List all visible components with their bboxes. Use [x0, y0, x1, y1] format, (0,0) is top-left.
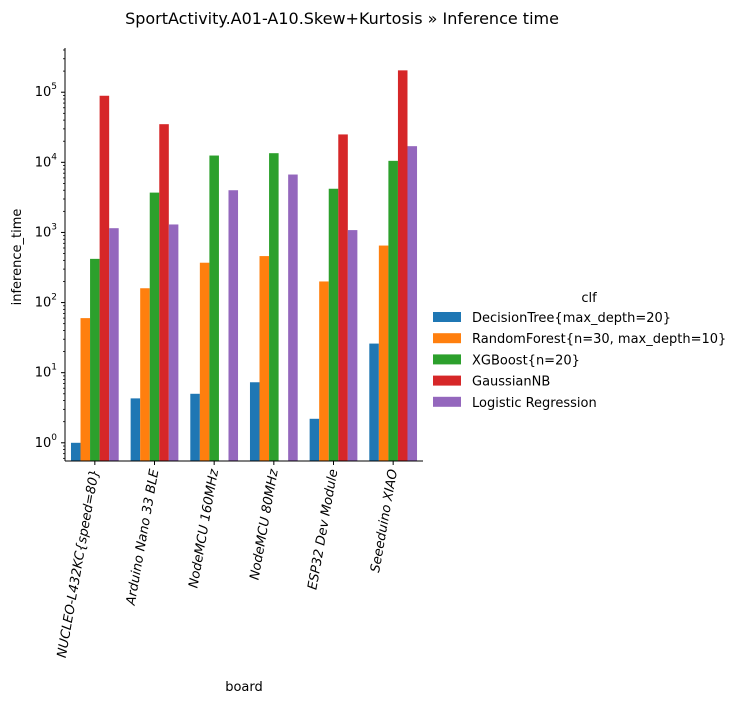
bar-2-2: [209, 155, 219, 462]
bar-3-1: [159, 124, 169, 462]
x-axis-label: board: [225, 680, 263, 695]
bar-4-0: [109, 228, 119, 461]
y-tick-label: 101: [35, 363, 57, 381]
bar-1-3: [259, 256, 270, 461]
bar-2-0: [90, 258, 100, 461]
bar-1-1: [140, 288, 150, 461]
bar-0-5: [369, 343, 379, 461]
bar-1-5: [378, 245, 389, 461]
legend-title: clf: [581, 291, 597, 306]
legend-swatch: [433, 354, 461, 365]
bar-1-4: [319, 281, 329, 461]
bar-4-5: [407, 146, 418, 462]
bar-4-4: [347, 230, 358, 461]
bar-4-1: [168, 224, 179, 461]
x-tick-label: ESP32 Dev Module: [305, 468, 341, 591]
y-tick-label: 105: [35, 82, 57, 100]
y-tick-label: 104: [35, 152, 58, 170]
bar-4-3: [288, 174, 298, 461]
bar-2-1: [149, 192, 160, 462]
bars-group: [70, 70, 418, 462]
y-axis-label: inference_time: [10, 209, 25, 306]
x-tick-label: Seeeduino XIAO: [368, 468, 401, 574]
y-ticks: 100 101 102 103 104 105: [35, 49, 65, 459]
bar-2-5: [388, 160, 398, 461]
x-tick-label: NodeMCU 80MHz: [248, 467, 282, 581]
bar-3-5: [397, 70, 408, 462]
legend-swatch: [433, 312, 461, 322]
bar-0-4: [309, 418, 320, 461]
chart-title: SportActivity.A01-A10.Skew+Kurtosis » In…: [125, 9, 559, 28]
legend-swatch: [433, 396, 461, 407]
legend-label: Logistic Regression: [472, 396, 597, 411]
legend-swatch: [433, 333, 461, 344]
legend-label: XGBoost{n=20}: [472, 353, 580, 368]
y-tick-label: 102: [35, 293, 57, 311]
legend-swatch: [433, 375, 461, 386]
axes-group: [64, 48, 423, 462]
legend-label: RandomForest{n=30, max_depth=10}: [472, 332, 726, 347]
legend: clf DecisionTree{max_depth=20} RandomFore…: [433, 291, 726, 411]
bar-1-0: [80, 318, 91, 461]
bar-0-2: [190, 393, 200, 461]
bar-0-3: [249, 382, 260, 461]
bar-2-4: [328, 188, 339, 461]
x-tick-label: Arduino Nano 33 BLE: [124, 467, 163, 607]
x-ticks: NUCLEO-L432KC{speed=80} Arduino Nano 33 B…: [55, 461, 401, 659]
x-tick-label: NodeMCU 160MHz: [186, 467, 222, 589]
bar-0-1: [130, 398, 141, 461]
bar-2-3: [269, 153, 279, 461]
legend-label: DecisionTree{max_depth=20}: [472, 311, 671, 326]
bar-3-0: [99, 95, 110, 461]
bar-3-4: [338, 134, 348, 461]
bar-1-2: [199, 262, 210, 461]
y-tick-label: 100: [35, 433, 58, 451]
y-tick-label: 103: [35, 222, 57, 240]
legend-label: GaussianNB: [472, 375, 550, 390]
x-tick-label: NUCLEO-L432KC{speed=80}: [55, 468, 103, 659]
bar-4-2: [228, 190, 239, 462]
bar-0-0: [70, 442, 81, 461]
